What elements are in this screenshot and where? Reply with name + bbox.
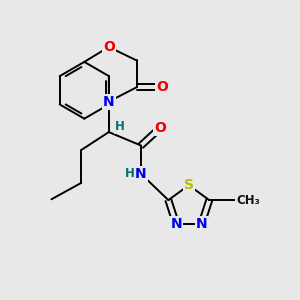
Text: N: N bbox=[103, 94, 115, 109]
Text: N: N bbox=[170, 217, 182, 231]
Text: O: O bbox=[156, 80, 168, 94]
Text: CH₃: CH₃ bbox=[236, 194, 260, 207]
Text: S: S bbox=[184, 178, 194, 192]
Text: O: O bbox=[103, 40, 115, 54]
Text: N: N bbox=[196, 217, 207, 231]
Text: H: H bbox=[115, 120, 125, 133]
Text: H: H bbox=[125, 167, 135, 180]
Text: O: O bbox=[154, 121, 166, 135]
Text: N: N bbox=[135, 167, 147, 181]
